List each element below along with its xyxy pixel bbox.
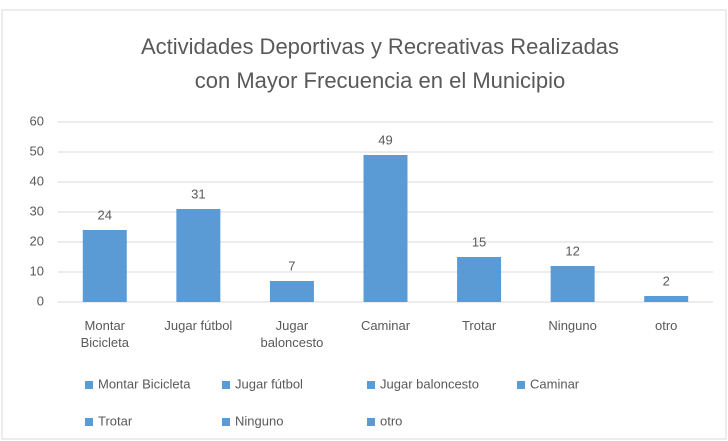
legend-label: otro <box>380 413 402 428</box>
y-tick-label: 0 <box>37 293 44 308</box>
bar <box>82 230 127 302</box>
legend-swatch <box>85 381 93 389</box>
y-tick-label: 30 <box>30 203 44 218</box>
x-tick-label: Caminar <box>360 318 411 333</box>
bar <box>457 257 502 302</box>
value-label: 31 <box>191 186 205 201</box>
y-tick-label: 10 <box>30 263 44 278</box>
x-tick-label: otro <box>655 318 678 333</box>
legend-label: Ninguno <box>235 413 283 428</box>
legend-swatch <box>222 418 230 426</box>
chart-title: con Mayor Frecuencia en el Municipio <box>195 68 566 93</box>
bar <box>176 209 221 302</box>
legend-label: Caminar <box>530 376 580 391</box>
value-label: 15 <box>472 234 486 249</box>
legend-label: Trotar <box>98 413 133 428</box>
value-label: 2 <box>663 273 670 288</box>
bar <box>550 266 595 302</box>
legend-label: Montar Bicicleta <box>98 376 191 391</box>
y-tick-label: 20 <box>30 233 44 248</box>
legend-swatch <box>517 381 525 389</box>
value-label: 12 <box>565 243 579 258</box>
legend-swatch <box>367 418 375 426</box>
legend-swatch <box>85 418 93 426</box>
value-label: 7 <box>288 258 295 273</box>
value-label: 49 <box>378 132 392 147</box>
legend-label: Jugar fútbol <box>235 376 303 391</box>
bar <box>363 155 408 302</box>
legend-swatch <box>222 381 230 389</box>
x-tick-label: Jugar fútbol <box>164 318 233 333</box>
x-tick-label: Montar Bicicleta <box>80 318 129 350</box>
bar <box>644 296 689 302</box>
x-tick-label: Jugar baloncesto <box>260 318 324 350</box>
y-tick-label: 50 <box>30 143 44 158</box>
x-tick-label: Ninguno <box>548 318 597 333</box>
legend-label: Jugar baloncesto <box>380 376 479 391</box>
legend-swatch <box>367 381 375 389</box>
y-tick-label: 40 <box>30 173 44 188</box>
bar <box>269 281 314 302</box>
value-label: 24 <box>98 207 112 222</box>
y-tick-label: 60 <box>30 113 44 128</box>
chart-title: Actividades Deportivas y Recreativas Rea… <box>141 34 619 59</box>
x-tick-label: Trotar <box>461 318 497 333</box>
